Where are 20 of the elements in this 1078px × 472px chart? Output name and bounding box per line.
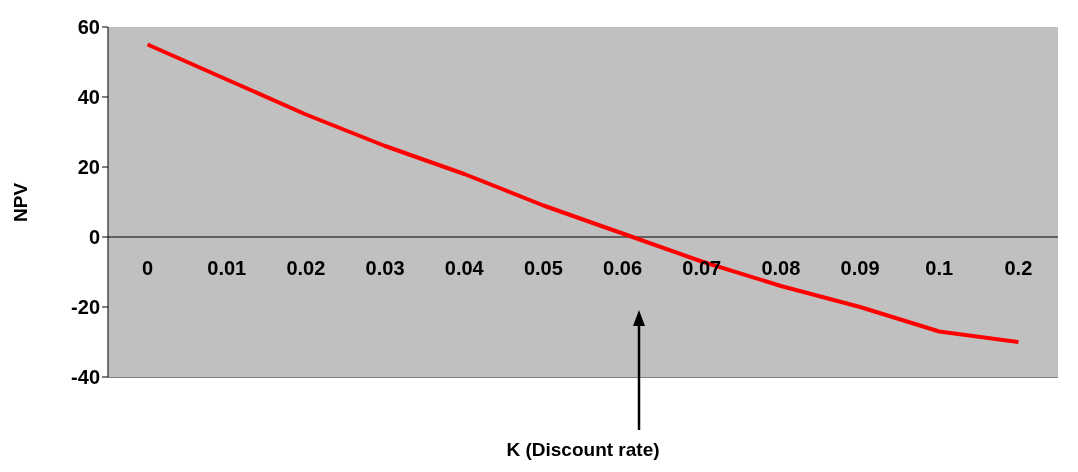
x-tick-label: 0.07 bbox=[682, 257, 722, 279]
x-tick-label: 0.09 bbox=[840, 257, 880, 279]
x-tick-label: 0.1 bbox=[925, 257, 954, 279]
y-tick-label: -20 bbox=[71, 296, 100, 319]
x-tick-label: 0.02 bbox=[286, 257, 326, 279]
x-tick-label: 0 bbox=[142, 257, 154, 279]
x-tick-label: 0.04 bbox=[444, 257, 485, 279]
x-tick-label: 0.08 bbox=[761, 257, 801, 279]
x-tick-label: 0.06 bbox=[603, 257, 643, 279]
x-tick-label: 0.2 bbox=[1004, 257, 1033, 279]
y-tick-label: 40 bbox=[77, 86, 100, 109]
y-tick-label: 20 bbox=[77, 156, 100, 179]
x-tick-label: 0.05 bbox=[523, 257, 563, 279]
x-tick-label: 0.03 bbox=[365, 257, 405, 279]
y-tick-label: 60 bbox=[77, 16, 100, 39]
x-tick-label: 0.01 bbox=[207, 257, 247, 279]
x-axis-title: K (Discount rate) bbox=[506, 439, 660, 460]
y-tick-label: -40 bbox=[71, 366, 100, 389]
y-axis-title: NPV bbox=[9, 182, 31, 222]
y-tick-label: 0 bbox=[88, 226, 100, 249]
